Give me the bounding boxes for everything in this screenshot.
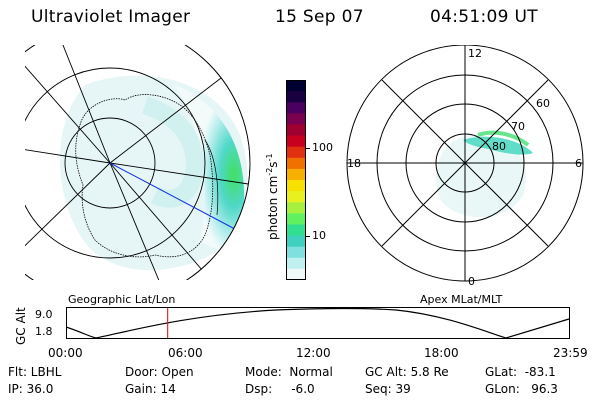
- instrument-title: Ultraviolet Imager: [31, 7, 191, 27]
- orbit-xtick-0000: 00:00: [48, 346, 83, 360]
- mlat-80-label: 80: [492, 140, 506, 153]
- apex-polar-plot: [346, 45, 584, 282]
- colorbar-swatch: [286, 80, 306, 92]
- dsp-field: Dsp: -6.0: [245, 382, 315, 396]
- colorbar-swatch: [286, 124, 306, 137]
- mlt-6-label: 6: [575, 157, 582, 170]
- colorbar-swatch: [286, 135, 306, 148]
- colorbar-swatch: [286, 213, 306, 226]
- colorbar-swatch: [286, 224, 306, 237]
- colorbar-swatch: [286, 146, 306, 159]
- glon-field: GLon: 96.3: [485, 382, 558, 396]
- date-label: 15 Sep 07: [275, 7, 364, 27]
- colorbar-swatch: [286, 91, 306, 103]
- geographic-map: [25, 45, 251, 280]
- colorbar-swatch: [286, 268, 306, 281]
- colorbar-gradient: [286, 80, 306, 281]
- colorbar-tick-100: 100: [312, 141, 333, 154]
- apex-glow: [436, 134, 527, 218]
- geo-panel-label: Geographic Lat/Lon: [68, 293, 176, 306]
- terminator-line: [109, 162, 250, 238]
- colorbar-swatch: [286, 168, 306, 181]
- colorbar-tick-10: 10: [312, 229, 326, 242]
- filter-field: Flt: LBHL: [8, 365, 62, 379]
- seq-field: Seq: 39: [365, 382, 411, 396]
- colorbar-swatch: [286, 113, 306, 126]
- svg-text:photon cm-2s-1: photon cm-2s-1: [265, 153, 280, 240]
- ip-field: IP: 36.0: [8, 382, 54, 396]
- mode-field: Mode: Normal: [245, 365, 333, 379]
- orbit-xtick-0600: 06:00: [168, 346, 203, 360]
- aurora-oval: [175, 85, 245, 248]
- colorbar-swatch: [286, 202, 306, 214]
- colorbar-swatch: [286, 191, 306, 203]
- mlt-18-label: 18: [347, 157, 361, 170]
- time-label: 04:51:09 UT: [430, 7, 538, 27]
- door-field: Door: Open: [125, 365, 194, 379]
- colorbar-unit-label: photon cm-2s-1: [265, 153, 280, 240]
- colorbar-swatch: [286, 102, 306, 114]
- mlt-12-label: 12: [468, 47, 482, 60]
- colorbar-swatch: [286, 157, 306, 170]
- orbit-xtick-2359: 23:59: [553, 346, 588, 360]
- colorbar-swatch: [286, 180, 306, 192]
- svg-text:GC Alt: GC Alt: [14, 307, 28, 345]
- orbit-ytick-9: 9.0: [35, 308, 53, 321]
- mlt-0-label: 0: [468, 275, 475, 288]
- orbit-xtick-1200: 12:00: [296, 346, 331, 360]
- glat-field: GLat: -83.1: [485, 365, 556, 379]
- orbit-y-label: GC Alt: [14, 307, 28, 345]
- colorbar-swatch: [286, 257, 306, 270]
- orbit-altitude-plot: [66, 307, 570, 339]
- orbit-ytick-1.8: 1.8: [35, 325, 53, 338]
- gain-field: Gain: 14: [125, 382, 176, 396]
- gc-alt-field: GC Alt: 5.8 Re: [365, 365, 449, 379]
- colorbar: [286, 80, 306, 281]
- orbit-xtick-1800: 18:00: [424, 346, 459, 360]
- mlat-60-label: 60: [536, 97, 550, 110]
- colorbar-swatch: [286, 246, 306, 259]
- altitude-curve: [66, 307, 570, 339]
- antarctica-outline: [75, 94, 214, 258]
- apex-aurora: [463, 136, 533, 155]
- mlat-70-label: 70: [511, 120, 525, 133]
- colorbar-swatch: [286, 235, 306, 248]
- apex-panel-label: Apex MLat/MLT: [420, 293, 503, 306]
